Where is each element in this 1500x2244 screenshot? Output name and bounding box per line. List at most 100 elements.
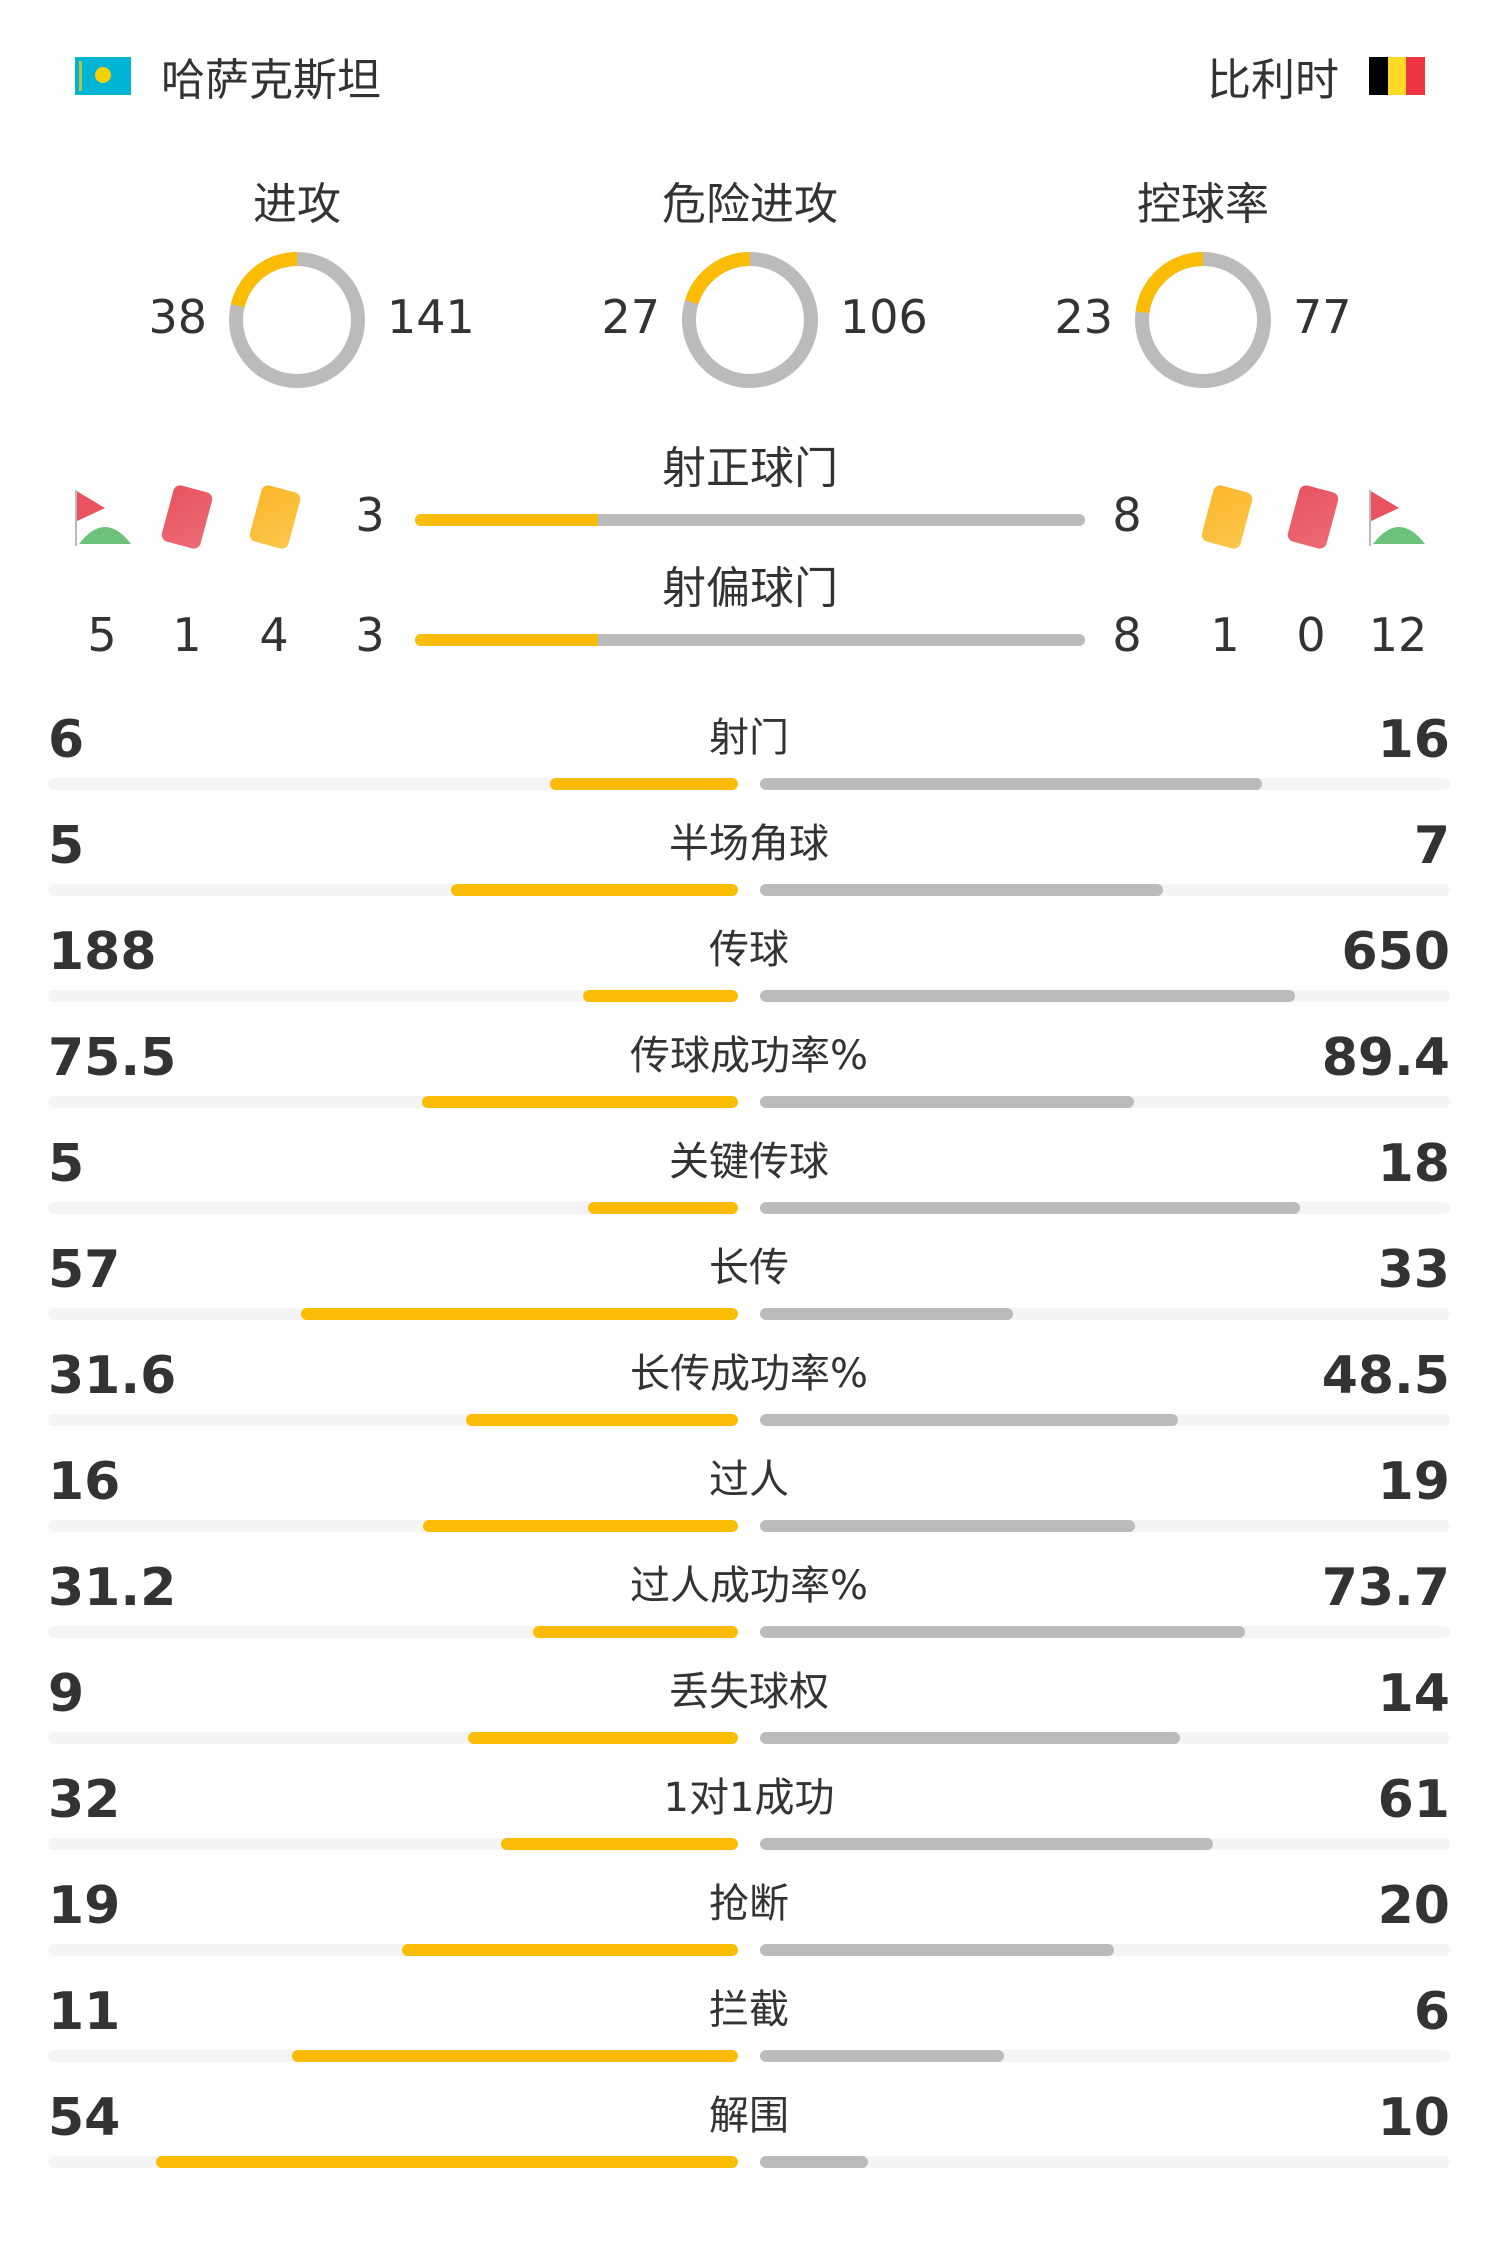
stat-label: 长传 (709, 1245, 789, 1291)
stat-home-track (48, 884, 738, 896)
stat-home-value: 19 (48, 1876, 121, 1936)
shots-off-target-home: 3 (355, 608, 385, 662)
yellow-card-icon (248, 483, 302, 551)
donut-away-value: 77 (1293, 290, 1352, 344)
stat-home-value: 54 (48, 2088, 121, 2148)
stat-away-track (760, 884, 1450, 896)
kazakhstan-flag-icon (75, 57, 131, 95)
away-yellow-cards: 1 (1210, 608, 1240, 662)
stat-home-bar (588, 1202, 738, 1214)
home-team: 哈萨克斯坦 (75, 48, 381, 106)
stat-home-value: 5 (48, 1134, 85, 1194)
donut-chart (229, 252, 365, 388)
stat-label: 传球成功率% (629, 1033, 868, 1079)
stat-away-bar (760, 1414, 1178, 1426)
shots-off-target-bar (415, 634, 1085, 646)
away-team-name: 比利时 (1207, 55, 1339, 106)
stat-label: 解围 (709, 2093, 789, 2139)
stat-away-track (760, 1096, 1450, 1108)
shots-on-target-away: 8 (1112, 488, 1142, 542)
stat-home-bar (450, 884, 738, 896)
stat-home-track (48, 1414, 738, 1426)
stat-row: 5 关键传球 18 (48, 1134, 1450, 1240)
stat-away-value: 650 (1341, 922, 1450, 982)
stat-home-value: 57 (48, 1240, 121, 1300)
stat-home-track (48, 1202, 738, 1214)
stat-away-track (760, 1308, 1450, 1320)
stat-row: 75.5 传球成功率% 89.4 (48, 1028, 1450, 1134)
shots-off-target-away: 8 (1112, 608, 1142, 662)
donut-home-arc (682, 252, 818, 388)
stat-away-value: 61 (1377, 1770, 1450, 1830)
stat-home-track (48, 1944, 738, 1956)
stat-row: 19 抢断 20 (48, 1876, 1450, 1982)
stat-home-bar (583, 990, 738, 1002)
shots-on-target-home: 3 (355, 488, 385, 542)
stat-home-value: 31.2 (48, 1558, 177, 1618)
stat-row: 57 长传 33 (48, 1240, 1450, 1346)
stat-row: 16 过人 19 (48, 1452, 1450, 1558)
stat-away-track (760, 1732, 1450, 1744)
stat-away-track (760, 1202, 1450, 1214)
stat-away-track (760, 1520, 1450, 1532)
donut-away-value: 141 (387, 290, 475, 344)
red-card-icon (1286, 483, 1340, 551)
stat-away-value: 48.5 (1321, 1346, 1450, 1406)
stat-away-value: 14 (1377, 1664, 1450, 1724)
donut-home-arc (229, 252, 365, 388)
stat-away-bar (760, 1520, 1135, 1532)
donut-home-value: 27 (601, 290, 660, 344)
stat-label: 长传成功率% (629, 1351, 868, 1397)
shots-on-target-label: 射正球门 (662, 443, 838, 494)
stat-home-track (48, 1520, 738, 1532)
stat-row: 11 拦截 6 (48, 1982, 1450, 2088)
stat-away-value: 7 (1413, 816, 1450, 876)
stat-home-value: 11 (48, 1982, 121, 2042)
stat-away-bar (760, 1944, 1114, 1956)
stat-away-track (760, 990, 1450, 1002)
shots-off-target-label: 射偏球门 (662, 563, 838, 614)
stat-label: 关键传球 (669, 1139, 829, 1185)
stat-away-track (760, 2050, 1450, 2062)
stat-home-track (48, 1626, 738, 1638)
stat-home-bar (291, 2050, 738, 2062)
stat-label: 抢断 (709, 1881, 789, 1927)
stat-away-bar (760, 1732, 1180, 1744)
donut-title: 危险进攻 (662, 179, 838, 230)
stat-away-track (760, 1944, 1450, 1956)
stat-home-bar (549, 778, 738, 790)
stat-label: 拦截 (709, 1987, 789, 2033)
donut-title: 进攻 (253, 179, 341, 230)
shots-on-target-home-fill (415, 514, 598, 526)
stat-row: 31.6 长传成功率% 48.5 (48, 1346, 1450, 1452)
stat-away-value: 6 (1413, 1982, 1450, 2042)
red-card-icon (160, 483, 214, 551)
donut-home-value: 23 (1054, 290, 1113, 344)
shots-off-target-home-fill (415, 634, 598, 646)
stat-away-bar (760, 1202, 1300, 1214)
stat-away-track (760, 778, 1450, 790)
stat-home-track (48, 990, 738, 1002)
stat-away-bar (760, 1838, 1213, 1850)
stat-away-bar (760, 884, 1163, 896)
stat-row: 6 射门 16 (48, 710, 1450, 816)
corner-flag-icon (1369, 490, 1425, 546)
stat-row: 9 丢失球权 14 (48, 1664, 1450, 1770)
stat-away-track (760, 1414, 1450, 1426)
shots-on-target-bar (415, 514, 1085, 526)
stat-label: 半场角球 (669, 821, 829, 867)
stat-home-track (48, 1308, 738, 1320)
stat-away-track (760, 2156, 1450, 2168)
donut-title: 控球率 (1137, 179, 1269, 230)
stat-away-track (760, 1838, 1450, 1850)
stat-home-bar (500, 1838, 738, 1850)
stat-home-bar (465, 1414, 738, 1426)
belgium-flag-icon (1369, 57, 1426, 95)
away-team: 比利时 (1207, 48, 1426, 106)
stat-home-value: 75.5 (48, 1028, 177, 1088)
stat-home-value: 31.6 (48, 1346, 177, 1406)
stat-label: 过人 (709, 1457, 789, 1503)
stat-row: 31.2 过人成功率% 73.7 (48, 1558, 1450, 1664)
stat-home-bar (532, 1626, 738, 1638)
donut-chart (682, 252, 818, 388)
